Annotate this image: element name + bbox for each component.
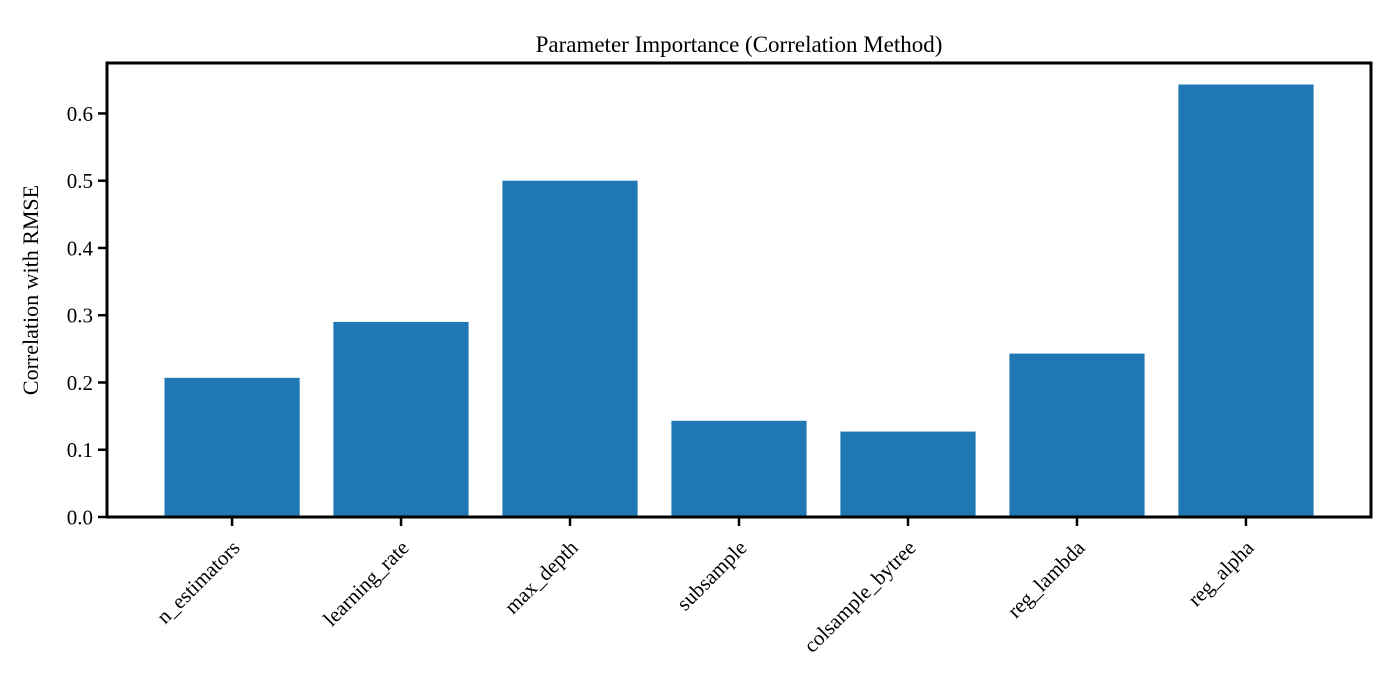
chart-title: Parameter Importance (Correlation Method… <box>536 32 943 57</box>
y-tick-label: 0.6 <box>67 102 93 126</box>
y-axis-label: Correlation with RMSE <box>18 185 43 395</box>
y-tick-label: 0.2 <box>67 371 93 395</box>
bar-learning_rate <box>333 321 469 517</box>
bar-subsample <box>671 420 807 517</box>
axes-layer: 0.0 0.1 0.2 0.3 0.4 0.5 0.6 n_estimators learnin… <box>67 61 1373 658</box>
x-tick-label: subsample <box>672 536 752 616</box>
x-tick-label: n_estimators <box>152 536 245 629</box>
y-tick-label: 0.4 <box>67 236 94 260</box>
bar-n_estimators <box>164 377 300 517</box>
y-tick-label: 0.1 <box>67 438 93 462</box>
bar-max_depth <box>502 180 638 517</box>
y-tick-label: 0.5 <box>67 169 93 193</box>
bar-reg_lambda <box>1009 353 1145 517</box>
x-tick-label: learning_rate <box>318 536 413 631</box>
bars-layer <box>164 84 1314 517</box>
bar-colsample_bytree <box>840 431 976 517</box>
y-tick-label: 0.3 <box>67 304 93 328</box>
bar-reg_alpha <box>1178 84 1314 517</box>
x-tick-label: colsample_bytree <box>799 536 921 658</box>
y-tick-label: 0.0 <box>67 506 93 530</box>
x-tick-label: reg_alpha <box>1183 535 1259 611</box>
x-tick-label: max_depth <box>500 535 583 618</box>
x-tick-label: reg_lambda <box>1002 535 1090 623</box>
